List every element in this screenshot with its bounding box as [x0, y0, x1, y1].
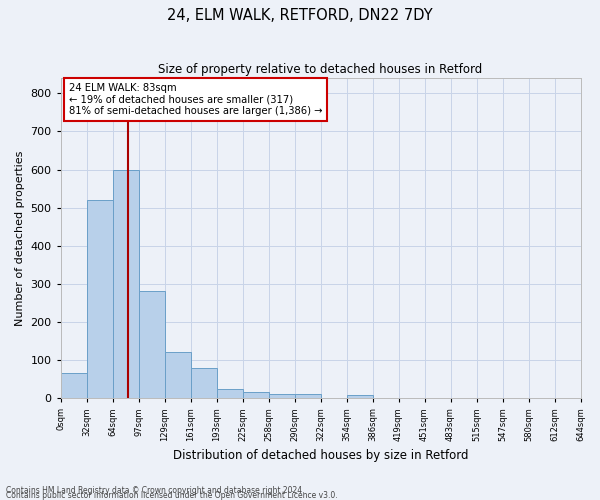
Bar — [347, 395, 373, 398]
Bar — [86, 200, 113, 398]
Title: Size of property relative to detached houses in Retford: Size of property relative to detached ho… — [158, 62, 483, 76]
Text: 24, ELM WALK, RETFORD, DN22 7DY: 24, ELM WALK, RETFORD, DN22 7DY — [167, 8, 433, 22]
Bar — [269, 394, 295, 398]
Text: Contains public sector information licensed under the Open Government Licence v3: Contains public sector information licen… — [6, 490, 338, 500]
Text: Contains HM Land Registry data © Crown copyright and database right 2024.: Contains HM Land Registry data © Crown c… — [6, 486, 305, 495]
Bar — [113, 170, 139, 398]
Bar — [217, 388, 242, 398]
Y-axis label: Number of detached properties: Number of detached properties — [15, 150, 25, 326]
Text: 24 ELM WALK: 83sqm
← 19% of detached houses are smaller (317)
81% of semi-detach: 24 ELM WALK: 83sqm ← 19% of detached hou… — [68, 83, 322, 116]
Bar — [139, 292, 164, 398]
X-axis label: Distribution of detached houses by size in Retford: Distribution of detached houses by size … — [173, 450, 469, 462]
Bar — [191, 368, 217, 398]
Bar — [242, 392, 269, 398]
Bar — [164, 352, 191, 398]
Bar — [295, 394, 320, 398]
Bar — [61, 374, 86, 398]
